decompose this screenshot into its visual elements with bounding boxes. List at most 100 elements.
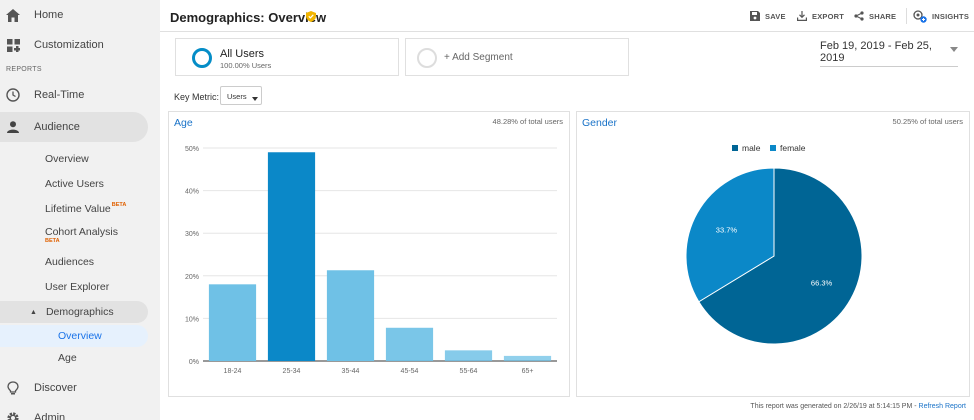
generated-timestamp: This report was generated on 2/26/19 at …	[750, 403, 919, 410]
demographics-age-label: Age	[58, 352, 77, 364]
share-button[interactable]: SHARE	[854, 11, 896, 21]
share-icon	[854, 11, 864, 21]
key-metric-label: Key Metric:	[174, 92, 220, 102]
age-panel-percentage: 48.28% of total users	[492, 117, 563, 126]
y-tick-label: 0%	[189, 359, 199, 366]
verified-shield-icon	[306, 11, 316, 25]
dashboard-grid-icon	[6, 38, 20, 52]
share-label: SHARE	[869, 11, 897, 21]
save-button[interactable]: SAVE	[750, 11, 786, 21]
lifetime-value-label: Lifetime Value	[45, 202, 111, 215]
clock-icon	[6, 88, 20, 102]
key-metric-value: Users	[227, 92, 247, 101]
age-bar[interactable]	[208, 284, 257, 361]
nav-customization[interactable]: Customization	[0, 30, 160, 60]
download-icon	[797, 11, 807, 21]
gender-pie-chart: male female 66.3% 33.7%	[685, 143, 863, 345]
y-tick-label: 20%	[185, 274, 199, 281]
pie-slice[interactable]	[685, 167, 775, 303]
user-explorer[interactable]: User Explorer	[0, 274, 160, 299]
nav-audience-label: Audience	[34, 121, 80, 133]
nav-realtime[interactable]: Real-Time	[0, 80, 160, 110]
demographics-overview[interactable]: Overview	[0, 325, 148, 347]
nav-home-label: Home	[34, 9, 64, 21]
nav-customization-label: Customization	[34, 39, 104, 51]
nav-home[interactable]: Home	[0, 0, 160, 30]
main-content: Demographics: Overview SAVE EXPORT SHARE	[160, 0, 974, 420]
legend-swatch	[732, 145, 738, 151]
date-range-label: Feb 19, 2019 - Feb 25, 2019	[820, 40, 932, 64]
add-segment-button[interactable]: + Add Segment	[405, 38, 629, 76]
audiences[interactable]: Audiences	[0, 249, 160, 274]
cohort-analysis[interactable]: Cohort Analysis BETA	[0, 221, 160, 249]
insights-button[interactable]: INSIGHTS	[913, 10, 969, 23]
x-tick-label: 55-64	[460, 368, 478, 375]
cohort-analysis-label: Cohort Analysis	[45, 226, 118, 238]
toolbar-divider	[906, 8, 907, 24]
y-tick-label: 40%	[185, 189, 199, 196]
sidebar: Home Customization REPORTS Real-Time Aud…	[0, 0, 160, 420]
user-explorer-label: User Explorer	[45, 280, 110, 293]
date-range-picker[interactable]: Feb 19, 2019 - Feb 25, 2019	[820, 40, 958, 67]
x-tick-label: 35-44	[342, 368, 360, 375]
legend-swatch	[770, 145, 776, 151]
x-tick-label: 65+	[522, 368, 534, 375]
demographics-toggle[interactable]: ▲ Demographics	[0, 301, 148, 323]
home-icon	[6, 8, 20, 22]
caret-down-icon	[252, 94, 258, 103]
export-button[interactable]: EXPORT	[797, 11, 844, 21]
nav-audience[interactable]: Audience	[0, 112, 148, 142]
add-segment-label: + Add Segment	[444, 52, 513, 63]
nav-admin[interactable]: Admin	[0, 403, 160, 420]
age-bar[interactable]	[503, 355, 552, 361]
gender-panel: Gender 50.25% of total users male female 6…	[576, 111, 970, 397]
segment-ring-icon	[192, 48, 212, 68]
age-bar[interactable]	[326, 270, 375, 361]
audience-overview[interactable]: Overview	[0, 146, 160, 171]
save-label: SAVE	[765, 11, 786, 21]
segment-name: All Users	[220, 48, 265, 60]
report-footer: This report was generated on 2/26/19 at …	[750, 403, 966, 410]
beta-badge: BETA	[111, 201, 127, 208]
page-title: Demographics: Overview	[170, 10, 327, 25]
legend-label: female	[780, 143, 806, 153]
age-bar[interactable]	[385, 327, 434, 361]
gender-panel-title: Gender	[582, 117, 618, 129]
insights-icon	[913, 10, 927, 23]
y-tick-label: 30%	[185, 231, 199, 238]
key-metric-dropdown[interactable]: Users	[220, 86, 262, 105]
x-tick-label: 18-24	[224, 368, 242, 375]
nav-discover[interactable]: Discover	[0, 373, 160, 403]
demographics-age[interactable]: Age	[0, 347, 160, 369]
report-header: Demographics: Overview SAVE EXPORT SHARE	[160, 0, 974, 32]
save-icon	[750, 11, 760, 21]
active-users-label: Active Users	[45, 177, 104, 190]
age-panel-title: Age	[174, 117, 193, 129]
nav-admin-label: Admin	[34, 412, 66, 420]
pie-slice-label: 66.3%	[811, 279, 833, 288]
age-bar[interactable]	[267, 152, 316, 361]
y-tick-label: 50%	[185, 146, 199, 153]
pie-slice-label: 33.7%	[716, 225, 738, 234]
legend-label: male	[742, 143, 761, 153]
x-tick-label: 25-34	[283, 368, 301, 375]
nav-realtime-label: Real-Time	[34, 89, 85, 101]
audience-overview-label: Overview	[45, 152, 89, 165]
age-bar-chart: 0% 10% 20% 30% 40% 50% 18-24 25-34 35-44 45-54 55-…	[185, 146, 557, 375]
segment-percentage: 100.00% Users	[220, 61, 272, 70]
empty-ring-icon	[417, 48, 437, 68]
caret-down-icon[interactable]	[950, 43, 958, 55]
x-tick-label: 45-54	[401, 368, 419, 375]
lifetime-value[interactable]: Lifetime Value BETA	[0, 196, 160, 221]
refresh-report-link[interactable]: Refresh Report	[918, 403, 966, 410]
demographics-label: Demographics	[45, 306, 114, 318]
nav-discover-label: Discover	[34, 382, 77, 394]
audiences-label: Audiences	[45, 255, 95, 268]
segment-all-users[interactable]: All Users 100.00% Users	[175, 38, 399, 76]
pie-slice[interactable]	[698, 167, 863, 345]
active-users[interactable]: Active Users	[0, 171, 160, 196]
age-bar[interactable]	[444, 350, 493, 361]
y-tick-label: 10%	[185, 316, 199, 323]
export-label: EXPORT	[812, 11, 845, 21]
lightbulb-icon	[6, 381, 20, 395]
